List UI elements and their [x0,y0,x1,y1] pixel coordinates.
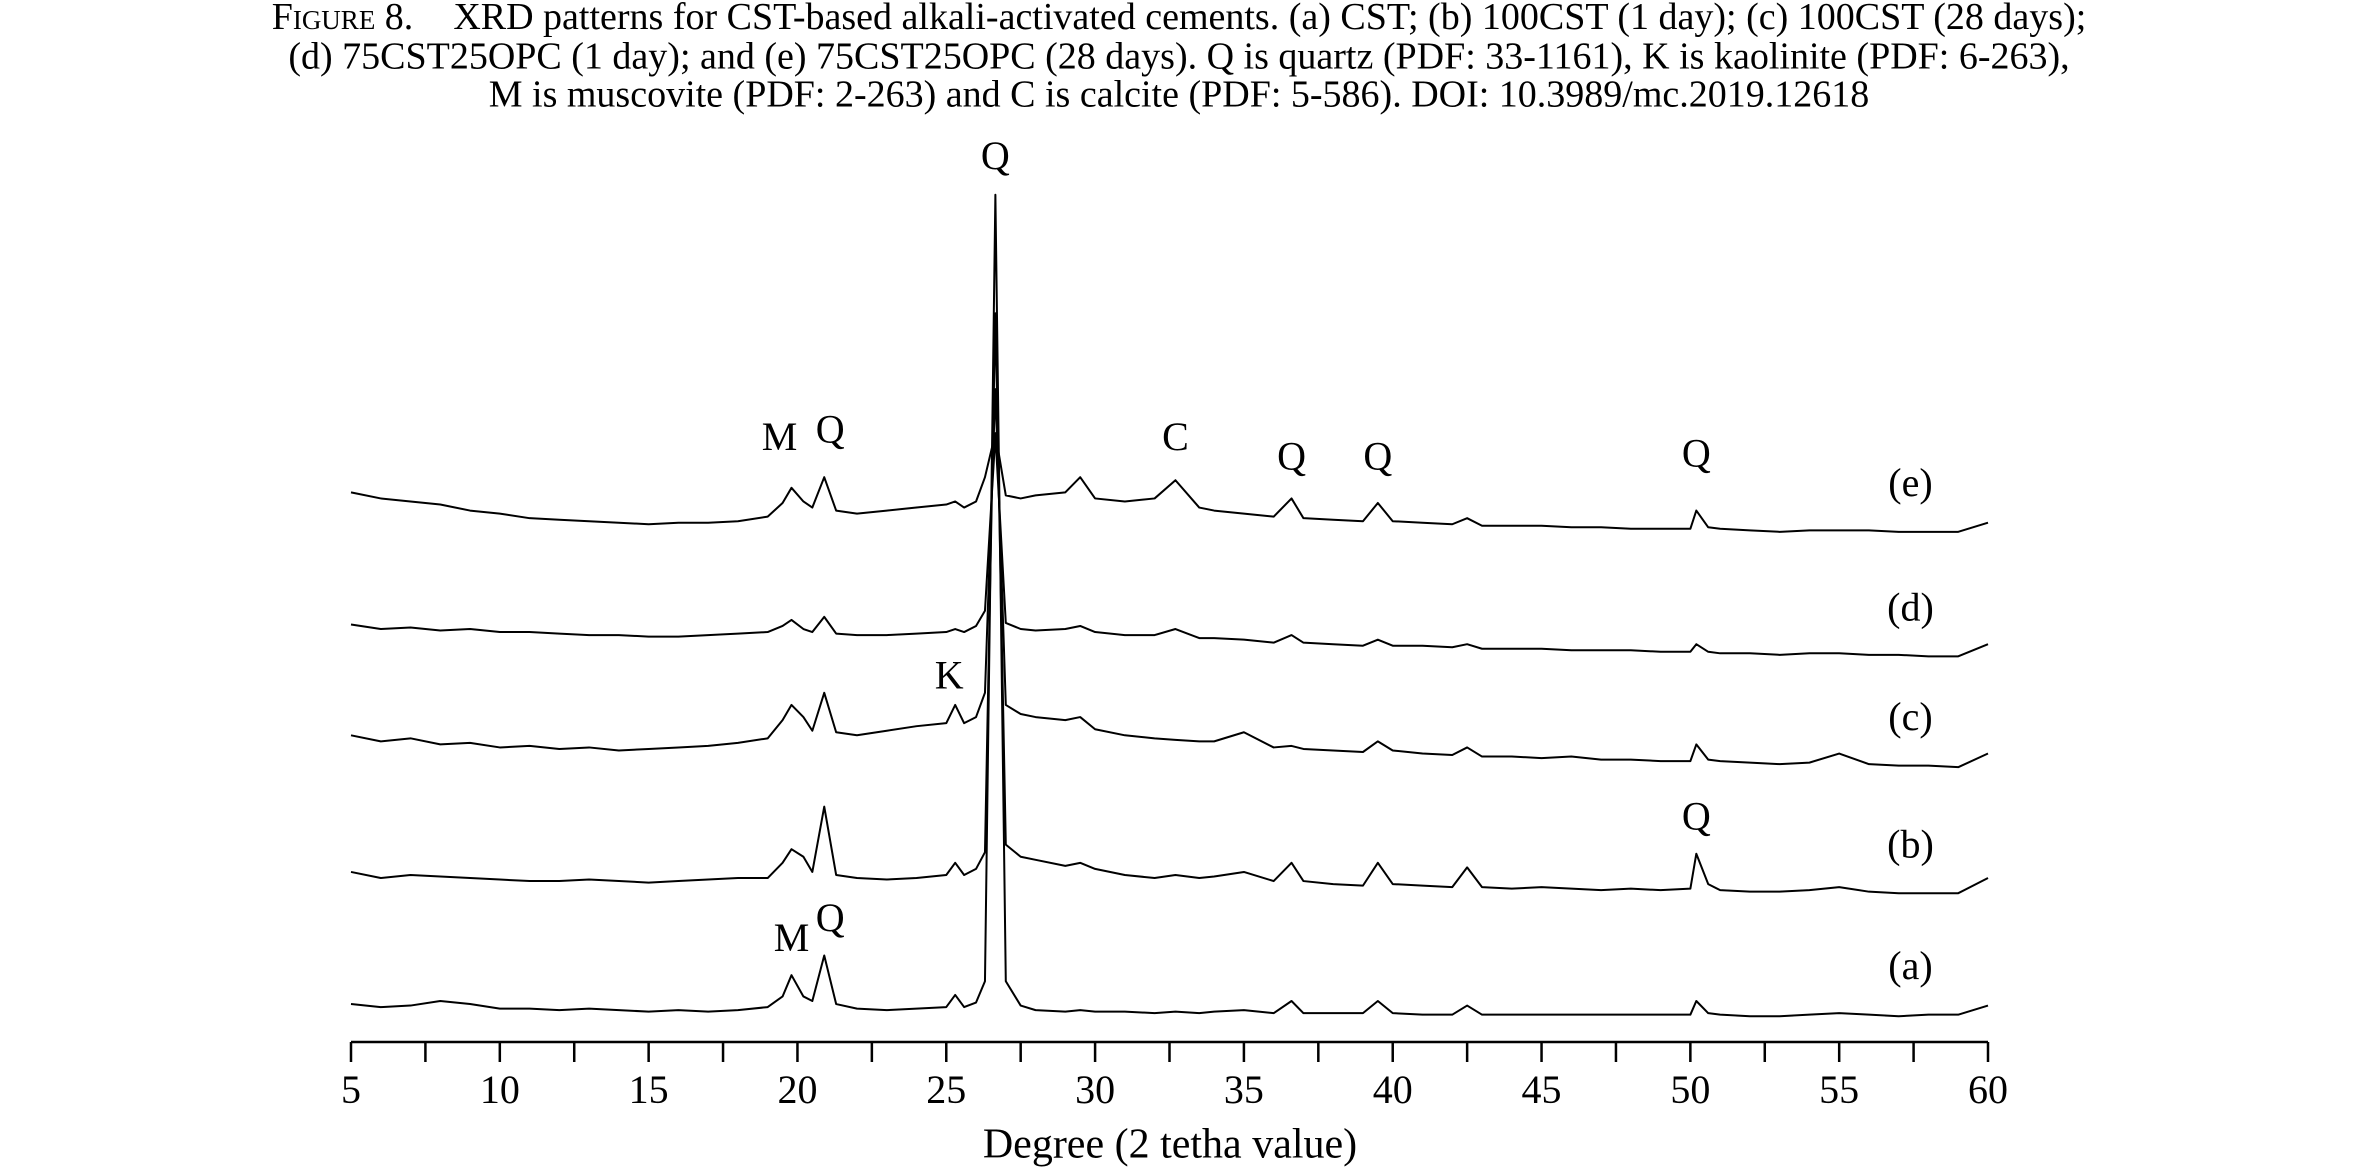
x-tick-label: 45 [1522,1067,1562,1112]
peak-label: C [1162,414,1189,459]
x-tick-label: 5 [341,1067,361,1112]
chart-title-line: (d) 75CST25OPC (1 day); and (e) 75CST25O… [288,36,2069,78]
peak-label: Q [981,133,1010,178]
x-tick-label: 30 [1075,1067,1115,1112]
peak-label: K [935,652,964,697]
peak-label: Q [1277,434,1306,479]
peak-label: Q [816,895,845,940]
x-tick-label: 35 [1224,1067,1264,1112]
series-label: (a) [1888,943,1932,988]
xrd-pattern [350,193,1989,1018]
chart-title-line: M is muscovite (PDF: 2-263) and C is cal… [489,74,1870,116]
x-tick-label: 55 [1819,1067,1859,1112]
series-label: (d) [1887,585,1934,630]
x-axis-label: Degree (2 tetha value) [983,1122,1357,1168]
x-tick-label: 20 [777,1067,817,1112]
peak-label: Q [1682,431,1711,476]
x-tick-label: 60 [1968,1067,2008,1112]
xrd-pattern [350,388,1989,769]
peak-label: Q [1682,793,1711,838]
xrd-pattern [350,432,1989,533]
series-label: (e) [1888,460,1932,505]
x-tick-label: 15 [629,1067,669,1112]
x-tick-label: 10 [480,1067,520,1112]
title-text: XRD patterns for CST-based alkali-activa… [453,0,2086,38]
peak-label: M [774,915,810,960]
chart-title-line: Figure 8. XRD patterns for CST-based alka… [272,0,2087,38]
series-label: (b) [1887,821,1934,866]
x-tick-label: 25 [926,1067,966,1112]
x-tick-label: 40 [1373,1067,1413,1112]
xrd-pattern [350,312,1989,895]
peak-label: Q [1363,434,1392,479]
series-label: (c) [1888,694,1932,739]
x-tick-label: 50 [1670,1067,1710,1112]
xrd-pattern [350,433,1989,658]
peak-label: M [762,414,798,459]
caption-label: Figure 8. [272,0,414,38]
peak-label: Q [816,406,845,451]
